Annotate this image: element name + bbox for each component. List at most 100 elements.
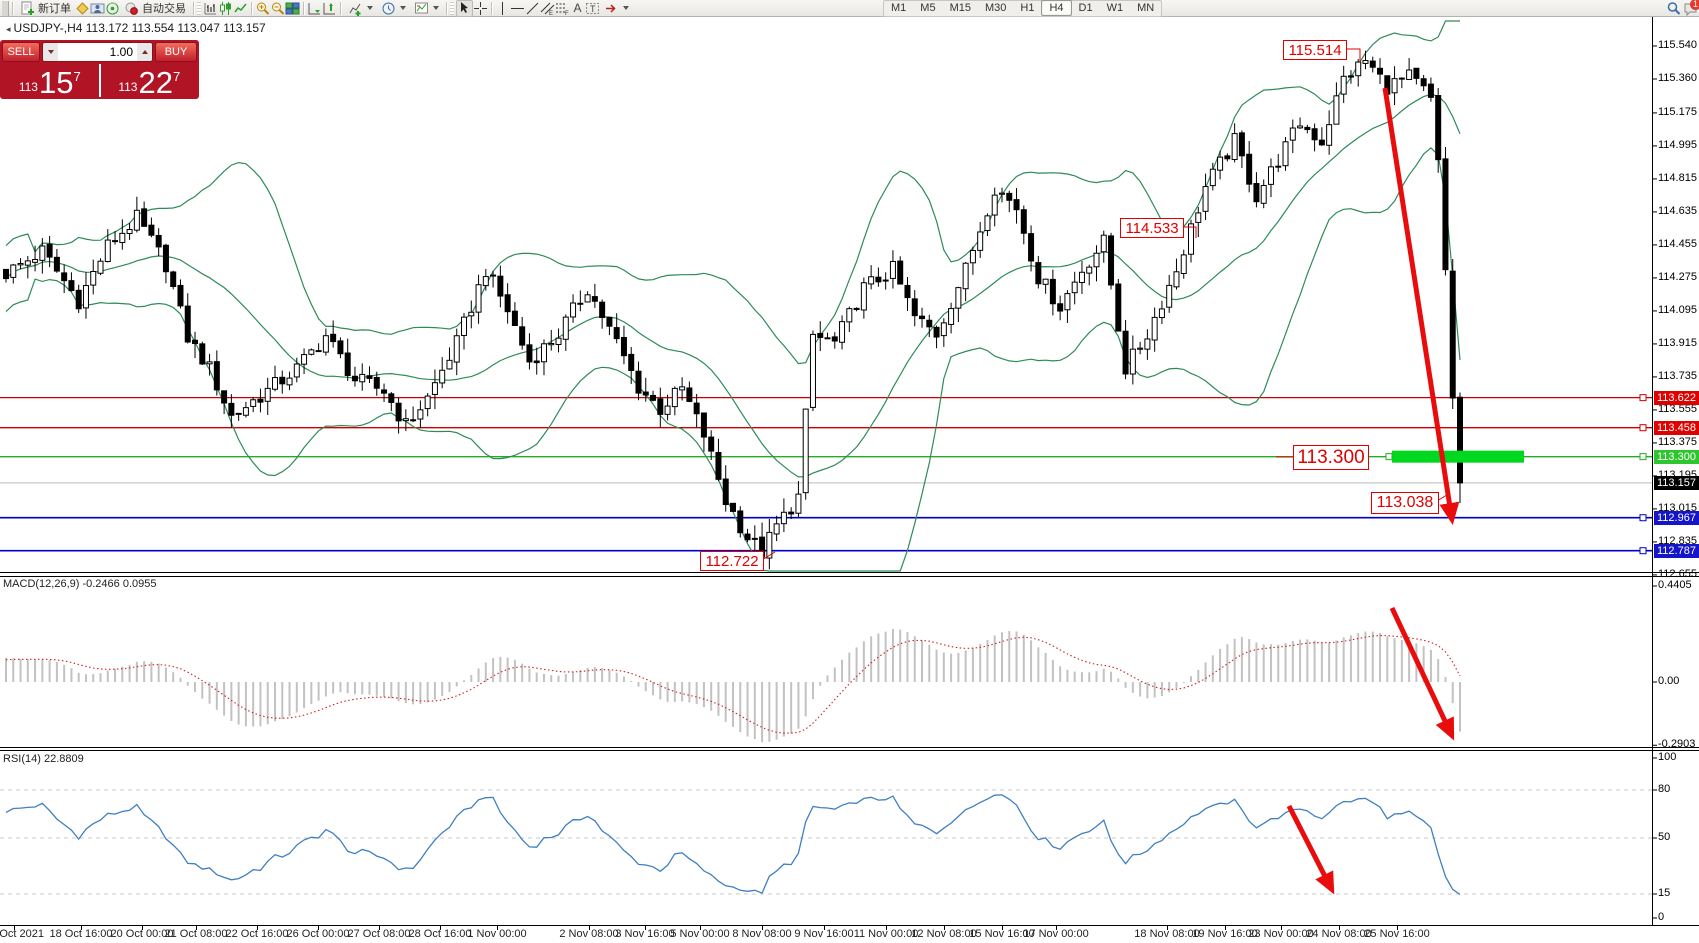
macd-axis-tick: 0.00 <box>1658 675 1680 687</box>
chart-canvas[interactable] <box>0 17 1699 943</box>
symbol-header: ◂ USDJPY-,H4 113.172 113.554 113.047 113.… <box>6 21 266 35</box>
time-axis-label: 8 Nov 08:00 <box>732 928 792 940</box>
bid-ask-display: 113 15 7 113 22 7 <box>2 64 198 100</box>
timeframe-h1[interactable]: H1 <box>1020 2 1035 14</box>
shapes-icon <box>604 1 619 16</box>
signal-icon[interactable] <box>105 1 120 16</box>
time-axis-label: 12 Nov 08:00 <box>911 928 977 940</box>
fibo-sub-label: F <box>565 11 569 16</box>
time-axis-label: 17 Nov 00:00 <box>1023 928 1089 940</box>
price-level-badge: 113.157 <box>1654 475 1699 490</box>
periods-dropdown[interactable] <box>377 0 410 17</box>
price-axis-tick: 113.735 <box>1658 369 1697 382</box>
trend-arrow[interactable] <box>1286 804 1335 895</box>
svg-text:T: T <box>590 4 596 14</box>
timeframe-h4[interactable]: H4 <box>1041 0 1072 16</box>
volume-decrease-button[interactable] <box>43 43 58 61</box>
add-indicator-icon <box>348 1 363 16</box>
rsi-label: RSI(14) 22.8809 <box>3 753 84 765</box>
crayon-icon[interactable] <box>75 1 90 16</box>
time-axis-label: 1 Nov 00:00 <box>467 928 527 940</box>
zoom-in-icon[interactable] <box>255 1 270 16</box>
toolbar-separator <box>491 1 492 15</box>
new-order-button[interactable]: 新订单 <box>16 0 75 17</box>
volume-increase-button[interactable] <box>137 43 152 61</box>
time-axis-label: 5 Nov 00:00 <box>670 928 730 940</box>
candlestick-chart-icon[interactable] <box>218 1 233 16</box>
price-axis-tick: 114.995 <box>1658 138 1697 151</box>
toolbar-separator <box>193 1 194 15</box>
crosshair-icon[interactable] <box>473 1 488 16</box>
market-watch-icon[interactable] <box>90 1 105 16</box>
bid-prefix: 113 <box>18 80 38 94</box>
bid-price: 113 15 7 <box>2 64 98 100</box>
price-axis-tick: 115.540 <box>1658 39 1697 51</box>
buy-button[interactable]: BUY <box>155 42 197 62</box>
time-axis-label: 25 Nov 16:00 <box>1364 928 1430 940</box>
shapes-dropdown[interactable] <box>600 0 633 17</box>
rsi-axis-tick: 0 <box>1658 911 1665 923</box>
top-toolbar: 新订单 自动交易 <box>0 0 1699 17</box>
timeframe-toolbar: M1 M5 M15 M30 H1 H4 D1 W1 MN <box>883 0 1163 17</box>
time-axis-label: 21 Oct 08:00 <box>164 928 228 940</box>
timeframe-d1[interactable]: D1 <box>1078 2 1093 14</box>
timeframe-w1[interactable]: W1 <box>1106 2 1124 14</box>
auto-scroll-icon[interactable] <box>307 1 322 16</box>
price-axis-tick: 113.555 <box>1658 402 1697 415</box>
chart-shift-icon[interactable] <box>322 1 337 16</box>
text-label-tool-icon[interactable]: T <box>585 1 600 16</box>
chart-window[interactable]: ◂ USDJPY-,H4 113.172 113.554 113.047 113.… <box>0 17 1699 943</box>
zoom-out-icon[interactable] <box>270 1 285 16</box>
auto-trading-button[interactable]: 自动交易 <box>120 0 190 17</box>
text-tool-icon[interactable]: A <box>573 0 582 15</box>
one-click-trading-panel: SELL BUY 113 15 7 113 22 7 <box>0 40 199 99</box>
channel-tool-icon[interactable]: E <box>540 1 555 17</box>
price-annotation[interactable]: 113.300 <box>1293 445 1369 470</box>
macd-label: MACD(12,26,9) -0.2466 0.0955 <box>3 578 157 590</box>
sell-button[interactable]: SELL <box>2 42 40 62</box>
time-axis-label: 23 Nov 00:00 <box>1248 928 1314 940</box>
ask-sup: 7 <box>172 69 181 84</box>
trend-arrow[interactable] <box>1382 87 1460 525</box>
cursor-icon[interactable] <box>456 0 473 17</box>
price-annotation[interactable]: 114.533 <box>1120 218 1184 238</box>
partial-icon <box>2 0 9 16</box>
indicators-dropdown[interactable] <box>344 0 377 17</box>
chevron-down-icon <box>400 6 406 10</box>
price-annotation[interactable]: 112.722 <box>700 551 764 571</box>
templates-dropdown[interactable] <box>410 0 443 17</box>
bid-big: 15 <box>38 65 74 100</box>
time-axis-label: 15 Nov 16:00 <box>969 928 1035 940</box>
volume-stepper <box>42 42 153 62</box>
ask-big: 22 <box>138 65 173 100</box>
time-axis-label: 18 Oct 16:00 <box>49 928 113 940</box>
rsi-axis-tick: 80 <box>1658 783 1671 795</box>
vertical-line-tool-icon[interactable] <box>495 1 510 16</box>
trend-arrow[interactable] <box>1389 606 1455 741</box>
price-axis-tick: 115.360 <box>1658 72 1697 84</box>
timeframe-m15[interactable]: M15 <box>949 2 971 14</box>
price-annotation[interactable]: 113.038 <box>1371 492 1439 514</box>
time-axis-label: 11 Nov 00:00 <box>853 928 919 940</box>
price-axis-tick: 112.655 <box>1658 567 1697 580</box>
price-annotation[interactable]: 115.514 <box>1283 40 1347 60</box>
ask-price: 113 22 7 <box>102 64 198 100</box>
search-icon[interactable] <box>1666 1 1681 16</box>
bid-sup: 7 <box>73 69 81 84</box>
tile-windows-icon[interactable] <box>285 1 300 16</box>
timeframe-m5[interactable]: M5 <box>920 2 936 14</box>
collapse-arrow-icon[interactable]: ◂ <box>6 24 11 34</box>
timeframe-mn[interactable]: MN <box>1137 2 1155 14</box>
price-divider <box>98 64 101 97</box>
volume-input[interactable] <box>58 43 137 61</box>
fibonacci-tool-icon[interactable]: F <box>555 1 570 17</box>
horizontal-line-tool-icon[interactable] <box>510 1 525 16</box>
timeframe-m30[interactable]: M30 <box>984 2 1007 14</box>
timeframe-m1[interactable]: M1 <box>891 2 907 14</box>
price-axis-tick: 113.915 <box>1658 336 1697 349</box>
trendline-tool-icon[interactable] <box>525 1 540 16</box>
line-chart-icon[interactable] <box>233 1 248 16</box>
clock-icon <box>381 1 396 16</box>
chat-notification-icon[interactable]: 1 <box>1683 0 1699 16</box>
bar-chart-icon[interactable] <box>203 1 218 16</box>
